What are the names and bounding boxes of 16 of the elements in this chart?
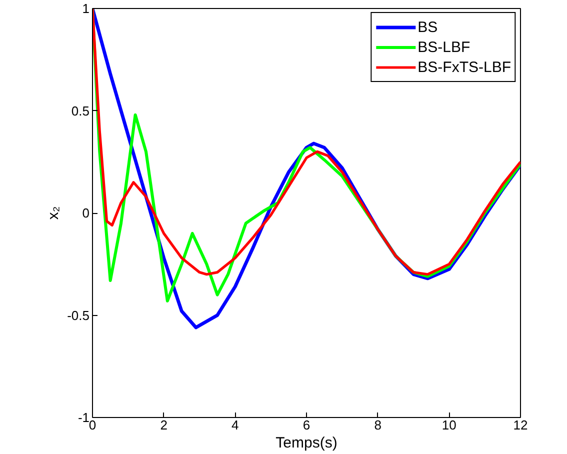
x-tick-label: 6 <box>302 418 310 432</box>
y-tick-label: 1 <box>82 1 90 16</box>
legend-label: BS-LBF <box>418 38 470 56</box>
y-tick-label: -0.5 <box>67 308 90 323</box>
y-tick-label: 0 <box>82 206 90 220</box>
y-axis-title: x₂ <box>45 206 62 220</box>
x-tick-label: 12 <box>513 418 528 432</box>
x-tick-label: 2 <box>160 418 168 432</box>
x-tick-label: 4 <box>232 418 239 432</box>
x-axis-title: Temps(s) <box>276 434 338 452</box>
y-tick-label: 0.5 <box>71 103 90 118</box>
x-tick-label: 10 <box>442 418 456 432</box>
x-tick-label: 8 <box>374 418 382 432</box>
legend-label: BS-FxTS-LBF <box>418 58 511 76</box>
y-tick-label: -1 <box>78 410 90 425</box>
legend-label: BS <box>418 18 438 36</box>
